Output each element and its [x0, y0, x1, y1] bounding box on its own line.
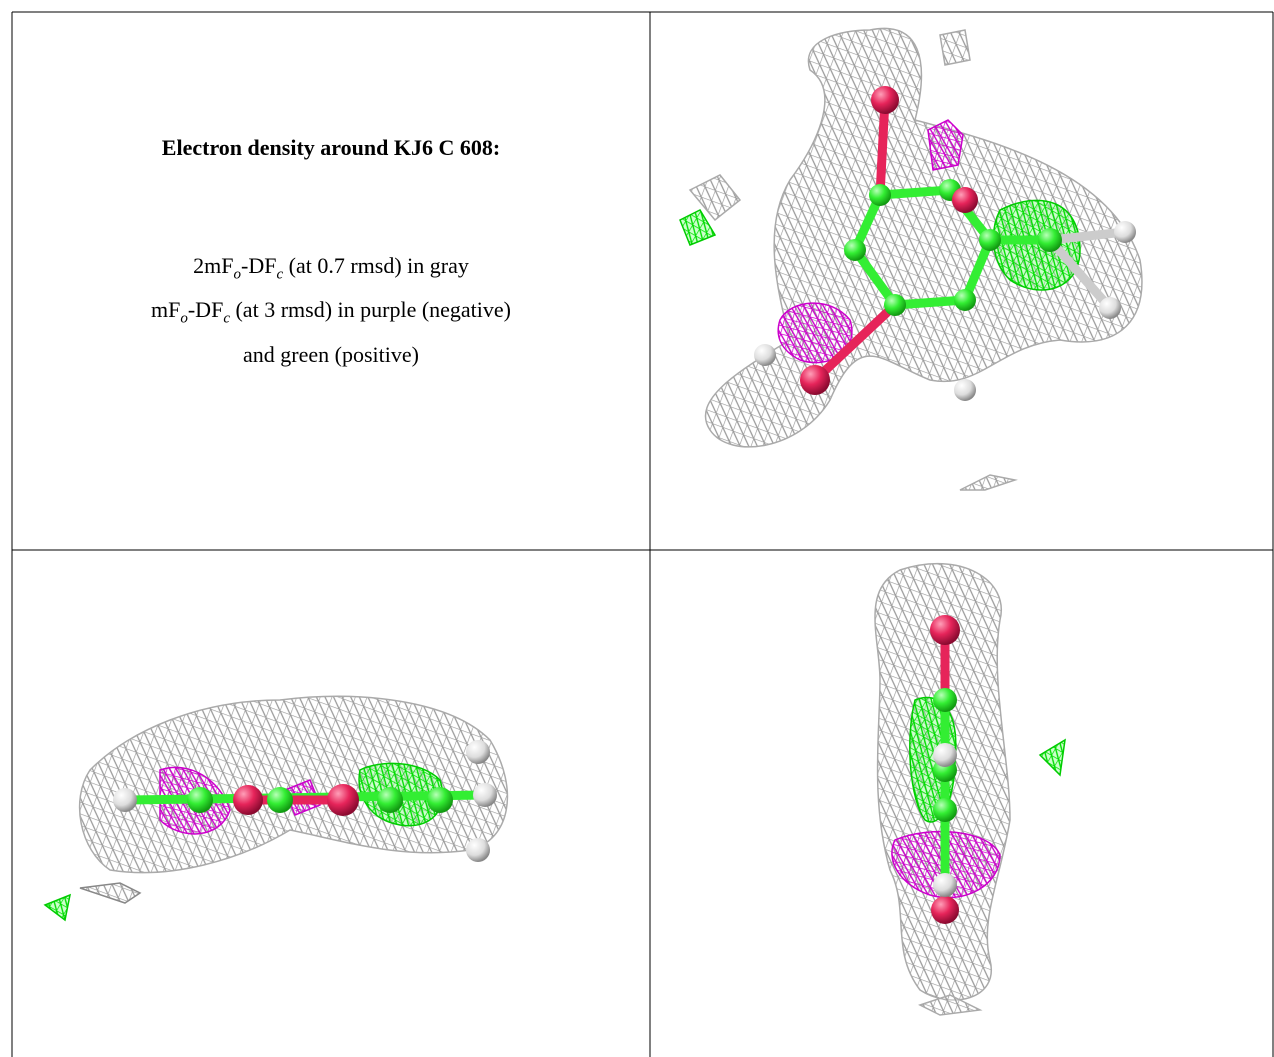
- atom: [933, 873, 957, 897]
- subscript: o: [180, 311, 188, 327]
- density-mesh: [940, 30, 970, 65]
- atom: [1099, 297, 1121, 319]
- atom: [933, 688, 957, 712]
- atom: [933, 798, 957, 822]
- density-mesh: [960, 475, 1015, 490]
- atom: [466, 740, 490, 764]
- atom: [327, 784, 359, 816]
- atom: [187, 787, 213, 813]
- density-mesh: [993, 200, 1080, 290]
- subscript: o: [234, 266, 242, 282]
- atom: [844, 239, 866, 261]
- atom: [1114, 221, 1136, 243]
- title: Electron density around KJ6 C 608:: [12, 135, 650, 161]
- legend-text: mF: [151, 297, 180, 322]
- atom: [952, 187, 978, 213]
- legend-text: (at 0.7 rmsd) in gray: [283, 253, 469, 278]
- subscript: c: [223, 311, 230, 327]
- atom: [466, 838, 490, 862]
- atom: [884, 294, 906, 316]
- atom: [869, 184, 891, 206]
- atom: [871, 86, 899, 114]
- density-mesh: [80, 883, 140, 903]
- atom: [1038, 228, 1062, 252]
- atom: [954, 379, 976, 401]
- density-mesh: [1040, 740, 1065, 775]
- legend-text: 2mF: [193, 253, 233, 278]
- atom: [427, 787, 453, 813]
- bond: [880, 100, 885, 195]
- atom: [933, 743, 957, 767]
- legend-text: -DF: [241, 253, 276, 278]
- atom: [754, 344, 776, 366]
- legend-text: (at 3 rmsd) in purple (negative): [230, 297, 511, 322]
- figure-page: Electron density around KJ6 C 608: 2mFo-…: [0, 0, 1274, 1057]
- atom: [267, 787, 293, 813]
- legend-line: mFo-DFc (at 3 rmsd) in purple (negative): [12, 292, 650, 336]
- atom: [930, 615, 960, 645]
- atom: [800, 365, 830, 395]
- legend-line: 2mFo-DFc (at 0.7 rmsd) in gray: [12, 248, 650, 292]
- title-text: Electron density around KJ6 C 608:: [162, 135, 500, 160]
- atom: [931, 896, 959, 924]
- legend-line: and green (positive): [12, 337, 650, 373]
- density-mesh: [680, 210, 715, 245]
- atom: [979, 229, 1001, 251]
- density-mesh: [80, 696, 508, 872]
- atom: [377, 787, 403, 813]
- atom: [473, 783, 497, 807]
- density-mesh: [928, 120, 963, 170]
- legend-text: and green (positive): [243, 342, 419, 367]
- legend-text: -DF: [188, 297, 223, 322]
- atom: [954, 289, 976, 311]
- atom: [233, 785, 263, 815]
- density-mesh: [920, 995, 980, 1015]
- atom: [113, 788, 137, 812]
- density-mesh: [45, 895, 70, 920]
